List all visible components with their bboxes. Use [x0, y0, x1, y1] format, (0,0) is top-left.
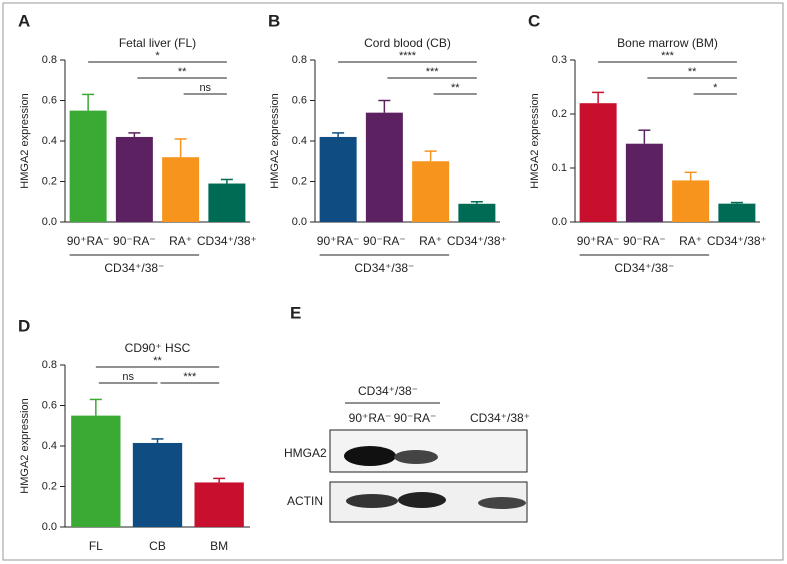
y-tick-label: 0.0	[42, 521, 57, 533]
y-tick-label: 0.4	[42, 135, 57, 147]
x-tick-label: 90⁻RA⁻	[113, 234, 156, 248]
chart-title: Cord blood (CB)	[364, 36, 451, 50]
significance-label: *	[155, 50, 160, 62]
group-label: CD34⁺/38⁻	[614, 261, 674, 275]
panel-label: B	[268, 11, 280, 30]
significance-label: ns	[199, 82, 211, 94]
x-tick-label: BM	[210, 539, 228, 553]
y-axis-label: HMGA2 expression	[19, 93, 31, 188]
significance-label: **	[153, 355, 162, 367]
x-tick-label: CB	[149, 539, 166, 553]
x-tick-label: 90⁻RA⁻	[363, 234, 406, 248]
y-tick-label: 0.2	[42, 480, 57, 492]
x-tick-label: RA⁺	[419, 234, 442, 248]
bar	[625, 143, 663, 222]
significance-label: **	[688, 66, 697, 78]
chart-title: Fetal liver (FL)	[119, 36, 196, 50]
significance-label: ****	[399, 50, 417, 62]
panel-label: E	[290, 303, 301, 322]
group-label: CD34⁺/38⁻	[104, 261, 164, 275]
lane-label: 90⁻RA⁻	[394, 411, 437, 425]
x-tick-label: RA⁺	[169, 234, 192, 248]
chart-title: Bone marrow (BM)	[617, 36, 718, 50]
bar	[319, 136, 357, 222]
bar	[412, 161, 450, 222]
y-tick-label: 0.2	[42, 175, 57, 187]
y-tick-label: 0.8	[292, 54, 307, 66]
x-tick-label: CD34⁺/38⁺	[707, 234, 767, 248]
y-tick-label: 0.6	[42, 94, 57, 106]
x-tick-label: 90⁻RA⁻	[623, 234, 666, 248]
y-tick-label: 0.6	[42, 399, 57, 411]
lane-label: 90⁺RA⁻	[349, 411, 392, 425]
x-tick-label: CD34⁺/38⁺	[447, 234, 507, 248]
y-tick-label: 0.6	[292, 94, 307, 106]
x-tick-label: 90⁺RA⁻	[577, 234, 620, 248]
significance-label: ***	[183, 371, 197, 383]
bar	[672, 180, 710, 222]
group-label: CD34⁺/38⁻	[354, 261, 414, 275]
blot-panel: E CD34⁺/38⁻ 90⁺RA⁻ 90⁻RA⁻ CD34⁺/38⁺ HMGA…	[284, 303, 530, 523]
x-tick-label: 90⁺RA⁻	[67, 234, 110, 248]
y-tick-label: 0.0	[292, 216, 307, 228]
panel-label: D	[18, 316, 30, 335]
significance-label: *	[713, 82, 718, 94]
y-tick-label: 0.2	[292, 175, 307, 187]
significance-label: **	[178, 66, 187, 78]
bar	[579, 103, 617, 222]
bar	[115, 136, 153, 222]
x-tick-label: CD34⁺/38⁺	[197, 234, 257, 248]
bar	[194, 482, 244, 527]
bar	[132, 442, 183, 527]
y-tick-label: 0.2	[552, 108, 567, 120]
x-tick-label: 90⁺RA⁻	[317, 234, 360, 248]
y-tick-label: 0.8	[42, 54, 57, 66]
bar	[718, 203, 756, 222]
y-tick-label: 0.4	[42, 440, 57, 452]
panel-label: C	[528, 11, 540, 30]
significance-label: **	[451, 82, 460, 94]
y-tick-label: 0.3	[552, 54, 567, 66]
band	[478, 497, 526, 509]
bar	[71, 415, 121, 527]
y-tick-label: 0.1	[552, 162, 567, 174]
panel-label: A	[18, 11, 30, 30]
bar	[458, 203, 496, 222]
y-axis-label: HMGA2 expression	[529, 93, 541, 188]
y-tick-label: 0.8	[42, 359, 57, 371]
lane-label: CD34⁺/38⁺	[470, 411, 530, 425]
x-tick-label: RA⁺	[679, 234, 702, 248]
band	[394, 450, 438, 464]
y-tick-label: 0.0	[42, 216, 57, 228]
band	[344, 446, 396, 466]
bar	[69, 110, 107, 222]
y-axis-label: HMGA2 expression	[19, 398, 31, 493]
x-tick-label: FL	[89, 539, 103, 553]
bar	[162, 157, 200, 222]
row-label: HMGA2	[284, 446, 327, 460]
band	[398, 492, 446, 508]
y-tick-label: 0.0	[552, 216, 567, 228]
y-tick-label: 0.4	[292, 135, 307, 147]
chart-title: CD90⁺ HSC	[125, 341, 191, 355]
row-label: ACTIN	[287, 494, 323, 508]
significance-label: ***	[426, 66, 440, 78]
significance-label: ***	[661, 50, 675, 62]
significance-label: ns	[122, 371, 134, 383]
bar	[365, 112, 403, 222]
y-axis-label: HMGA2 expression	[269, 93, 281, 188]
band	[346, 494, 398, 508]
blot-group-label: CD34⁺/38⁻	[358, 384, 418, 398]
bar	[208, 183, 246, 222]
